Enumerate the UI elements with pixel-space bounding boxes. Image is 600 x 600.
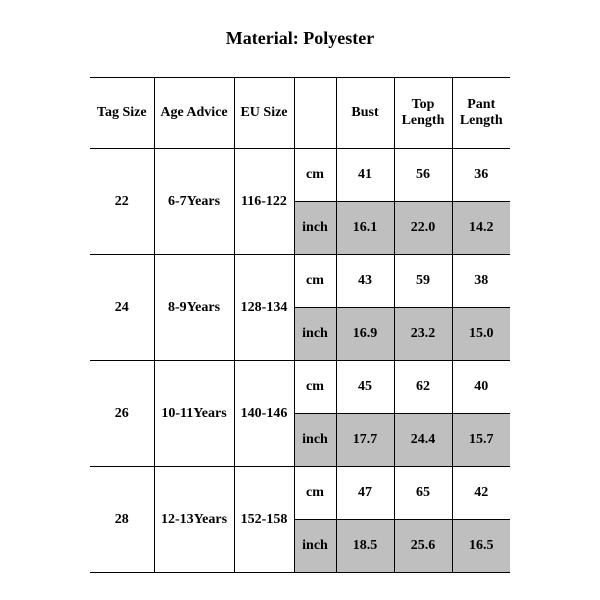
cell-bust-inch: 17.7 [336,414,394,467]
cell-unit-inch: inch [294,308,336,361]
cell-age: 10-11Years [154,361,234,467]
cell-bust-inch: 16.9 [336,308,394,361]
cell-bust-inch: 18.5 [336,520,394,573]
cell-pant-inch: 15.0 [452,308,510,361]
table-row: 26 10-11Years 140-146 cm 45 62 40 [90,361,510,414]
cell-bust-cm: 45 [336,361,394,414]
cell-age: 6-7Years [154,149,234,255]
cell-unit-cm: cm [294,361,336,414]
cell-top-inch: 24.4 [394,414,452,467]
cell-eu: 152-158 [234,467,294,573]
cell-unit-cm: cm [294,255,336,308]
cell-pant-cm: 40 [452,361,510,414]
cell-pant-cm: 42 [452,467,510,520]
col-top-length: Top Length [394,78,452,149]
cell-eu: 140-146 [234,361,294,467]
col-bust: Bust [336,78,394,149]
cell-tag: 28 [90,467,154,573]
size-chart-document: Material: Polyester Tag Size Age Advice … [0,0,600,600]
cell-unit-cm: cm [294,149,336,202]
cell-bust-cm: 47 [336,467,394,520]
cell-top-cm: 65 [394,467,452,520]
size-table-body: 22 6-7Years 116-122 cm 41 56 36 inch 16.… [90,149,510,573]
header-row: Tag Size Age Advice EU Size Bust Top Len… [90,78,510,149]
col-tag-size: Tag Size [90,78,154,149]
cell-top-cm: 62 [394,361,452,414]
cell-eu: 128-134 [234,255,294,361]
cell-bust-cm: 41 [336,149,394,202]
cell-unit-inch: inch [294,202,336,255]
cell-unit-inch: inch [294,414,336,467]
cell-pant-cm: 38 [452,255,510,308]
col-eu-size: EU Size [234,78,294,149]
size-table: Tag Size Age Advice EU Size Bust Top Len… [90,77,510,573]
cell-tag: 26 [90,361,154,467]
cell-bust-cm: 43 [336,255,394,308]
table-row: 24 8-9Years 128-134 cm 43 59 38 [90,255,510,308]
cell-pant-inch: 15.7 [452,414,510,467]
cell-unit-cm: cm [294,467,336,520]
table-row: 28 12-13Years 152-158 cm 47 65 42 [90,467,510,520]
page-title: Material: Polyester [0,28,600,49]
cell-top-inch: 25.6 [394,520,452,573]
cell-top-cm: 56 [394,149,452,202]
cell-pant-inch: 14.2 [452,202,510,255]
table-row: 22 6-7Years 116-122 cm 41 56 36 [90,149,510,202]
cell-unit-inch: inch [294,520,336,573]
col-pant-length: Pant Length [452,78,510,149]
cell-eu: 116-122 [234,149,294,255]
cell-tag: 22 [90,149,154,255]
col-age-advice: Age Advice [154,78,234,149]
col-unit [294,78,336,149]
cell-top-cm: 59 [394,255,452,308]
cell-pant-cm: 36 [452,149,510,202]
cell-pant-inch: 16.5 [452,520,510,573]
cell-age: 8-9Years [154,255,234,361]
cell-bust-inch: 16.1 [336,202,394,255]
cell-top-inch: 22.0 [394,202,452,255]
cell-tag: 24 [90,255,154,361]
cell-age: 12-13Years [154,467,234,573]
cell-top-inch: 23.2 [394,308,452,361]
